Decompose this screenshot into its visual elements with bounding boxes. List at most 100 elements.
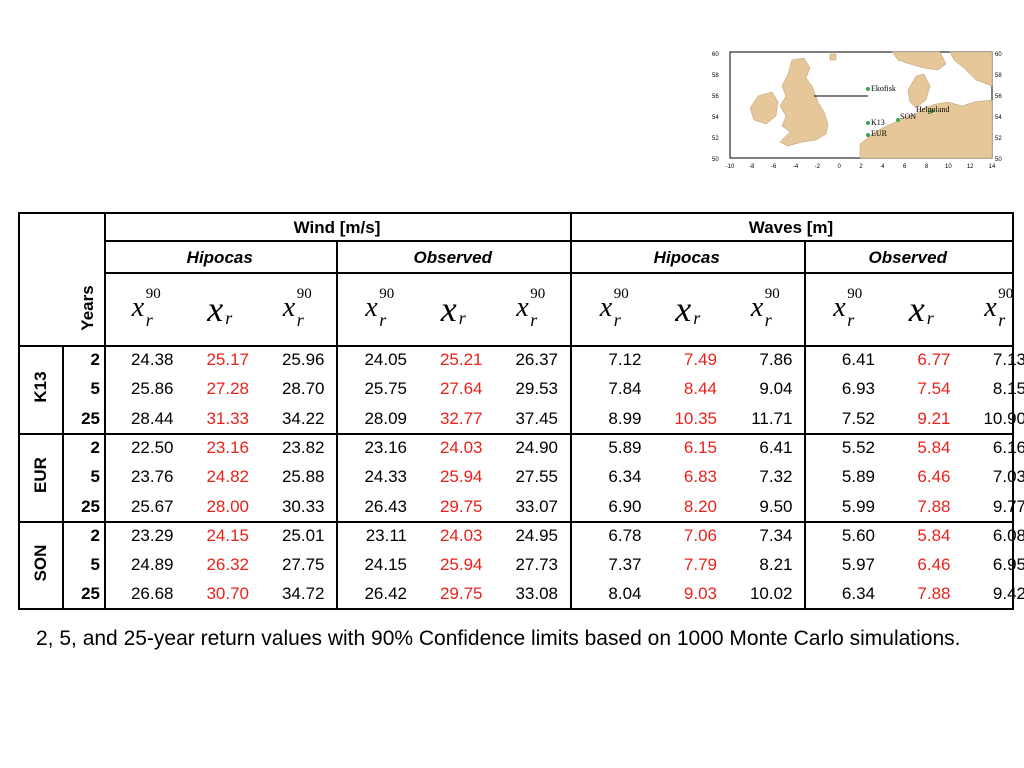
wind-header: Wind [m/s] bbox=[293, 218, 381, 237]
value-cell: 9.42 bbox=[992, 584, 1024, 604]
value-cell: 9.04 bbox=[759, 379, 793, 399]
grid-line bbox=[104, 214, 106, 608]
map-x-tick: 4 bbox=[881, 164, 885, 170]
xr90-symbol: x r 90 bbox=[833, 286, 863, 330]
value-cell: 7.34 bbox=[759, 525, 793, 545]
value-cell: 6.08 bbox=[992, 525, 1024, 545]
value-cell: 6.95 bbox=[992, 555, 1024, 575]
value-cell: 6.78 bbox=[608, 525, 642, 545]
station-label-k13: K13 bbox=[31, 371, 50, 403]
value-cell: 25.96 bbox=[281, 350, 325, 369]
value-cell: 9.03 bbox=[683, 584, 717, 604]
years-cell: 2 bbox=[90, 437, 100, 457]
value-cell: 6.83 bbox=[683, 467, 717, 487]
value-cell: 9.21 bbox=[917, 408, 951, 428]
map-x-tick: -2 bbox=[815, 164, 821, 170]
grid-line bbox=[570, 214, 572, 608]
value-cell: 5.89 bbox=[608, 437, 642, 457]
value-cell: 23.29 bbox=[130, 525, 174, 545]
value-cell: 5.60 bbox=[841, 525, 875, 545]
station-eur-dot bbox=[866, 133, 870, 137]
value-cell: 24.15 bbox=[364, 555, 407, 575]
value-cell: 24.05 bbox=[364, 350, 407, 369]
grid-line bbox=[104, 272, 1012, 274]
value-cell: 27.55 bbox=[515, 467, 558, 487]
value-cell: 25.21 bbox=[439, 350, 483, 369]
value-cell: 7.88 bbox=[917, 496, 951, 516]
value-cell: 24.95 bbox=[515, 525, 558, 545]
map-y-tick: 54 bbox=[995, 115, 1002, 121]
map-y-tick: 52 bbox=[995, 136, 1002, 142]
value-cell: 25.17 bbox=[206, 350, 249, 369]
map-land bbox=[749, 51, 993, 159]
map-y-tick: 60 bbox=[712, 52, 719, 58]
value-cell: 34.22 bbox=[281, 408, 325, 428]
grid-line bbox=[62, 345, 64, 608]
station-label-eur: EUR bbox=[31, 456, 50, 493]
value-cell: 28.44 bbox=[130, 408, 174, 428]
value-cell: 25.01 bbox=[281, 525, 325, 545]
years-cell: 5 bbox=[90, 379, 100, 399]
value-cell: 7.88 bbox=[917, 584, 951, 604]
value-cell: 23.76 bbox=[130, 467, 174, 487]
xr90-symbol: x r 90 bbox=[516, 286, 546, 330]
waves-header: Waves [m] bbox=[748, 218, 834, 237]
map-x-tick: 10 bbox=[945, 164, 952, 170]
value-cell: 23.82 bbox=[281, 437, 325, 457]
xr90-symbol: x r 90 bbox=[984, 286, 1014, 330]
value-cell: 31.33 bbox=[206, 408, 249, 428]
years-cell: 2 bbox=[90, 525, 100, 545]
value-cell: 27.28 bbox=[206, 379, 249, 399]
grid-line bbox=[20, 520, 1012, 523]
years-cell: 5 bbox=[90, 467, 100, 487]
value-cell: 7.32 bbox=[759, 467, 793, 487]
value-cell: 11.71 bbox=[751, 408, 793, 428]
value-cell: 7.84 bbox=[608, 379, 642, 399]
years-cell: 25 bbox=[81, 584, 100, 604]
value-cell: 23.16 bbox=[206, 437, 249, 457]
map-y-tick: 60 bbox=[995, 52, 1002, 58]
value-cell: 8.21 bbox=[759, 555, 793, 575]
value-cell: 6.16 bbox=[992, 437, 1024, 457]
value-cell: 33.08 bbox=[515, 584, 558, 604]
value-cell: 37.45 bbox=[515, 408, 558, 428]
value-cell: 10.35 bbox=[674, 408, 717, 428]
grid-line bbox=[104, 240, 1012, 242]
value-cell: 29.75 bbox=[439, 584, 483, 604]
value-cell: 8.15 bbox=[992, 379, 1024, 399]
value-cell: 27.64 bbox=[439, 379, 483, 399]
value-cell: 27.73 bbox=[515, 555, 558, 575]
value-cell: 6.41 bbox=[759, 437, 793, 457]
value-cell: 29.53 bbox=[515, 379, 558, 399]
value-cell: 7.12 bbox=[608, 350, 642, 369]
value-cell: 25.94 bbox=[439, 467, 483, 487]
value-cell: 24.03 bbox=[439, 525, 483, 545]
value-cell: 6.90 bbox=[608, 496, 642, 516]
value-cell: 25.67 bbox=[130, 496, 174, 516]
map-x-tick: 2 bbox=[859, 164, 863, 170]
value-cell: 6.46 bbox=[917, 467, 951, 487]
grid-line bbox=[803, 240, 806, 608]
value-cell: 24.03 bbox=[439, 437, 483, 457]
value-cell: 30.33 bbox=[281, 496, 325, 516]
value-cell: 5.52 bbox=[841, 437, 875, 457]
value-cell: 5.84 bbox=[917, 437, 951, 457]
value-cell: 25.88 bbox=[281, 467, 325, 487]
years-cell: 25 bbox=[81, 496, 100, 516]
value-cell: 7.54 bbox=[917, 379, 951, 399]
map-x-tick: -10 bbox=[726, 164, 735, 170]
value-cell: 6.34 bbox=[841, 584, 875, 604]
value-cell: 23.16 bbox=[364, 437, 407, 457]
xr90-symbol: x r 90 bbox=[599, 286, 629, 330]
station-ekofisk-dot bbox=[866, 87, 870, 91]
value-cell: 7.06 bbox=[683, 525, 717, 545]
value-cell: 10.02 bbox=[749, 584, 793, 604]
grid-line bbox=[20, 432, 1012, 435]
map-x-tick: -6 bbox=[771, 164, 777, 170]
value-cell: 24.89 bbox=[130, 555, 174, 575]
value-cell: 28.00 bbox=[206, 496, 249, 516]
station-label: SON bbox=[900, 112, 916, 121]
